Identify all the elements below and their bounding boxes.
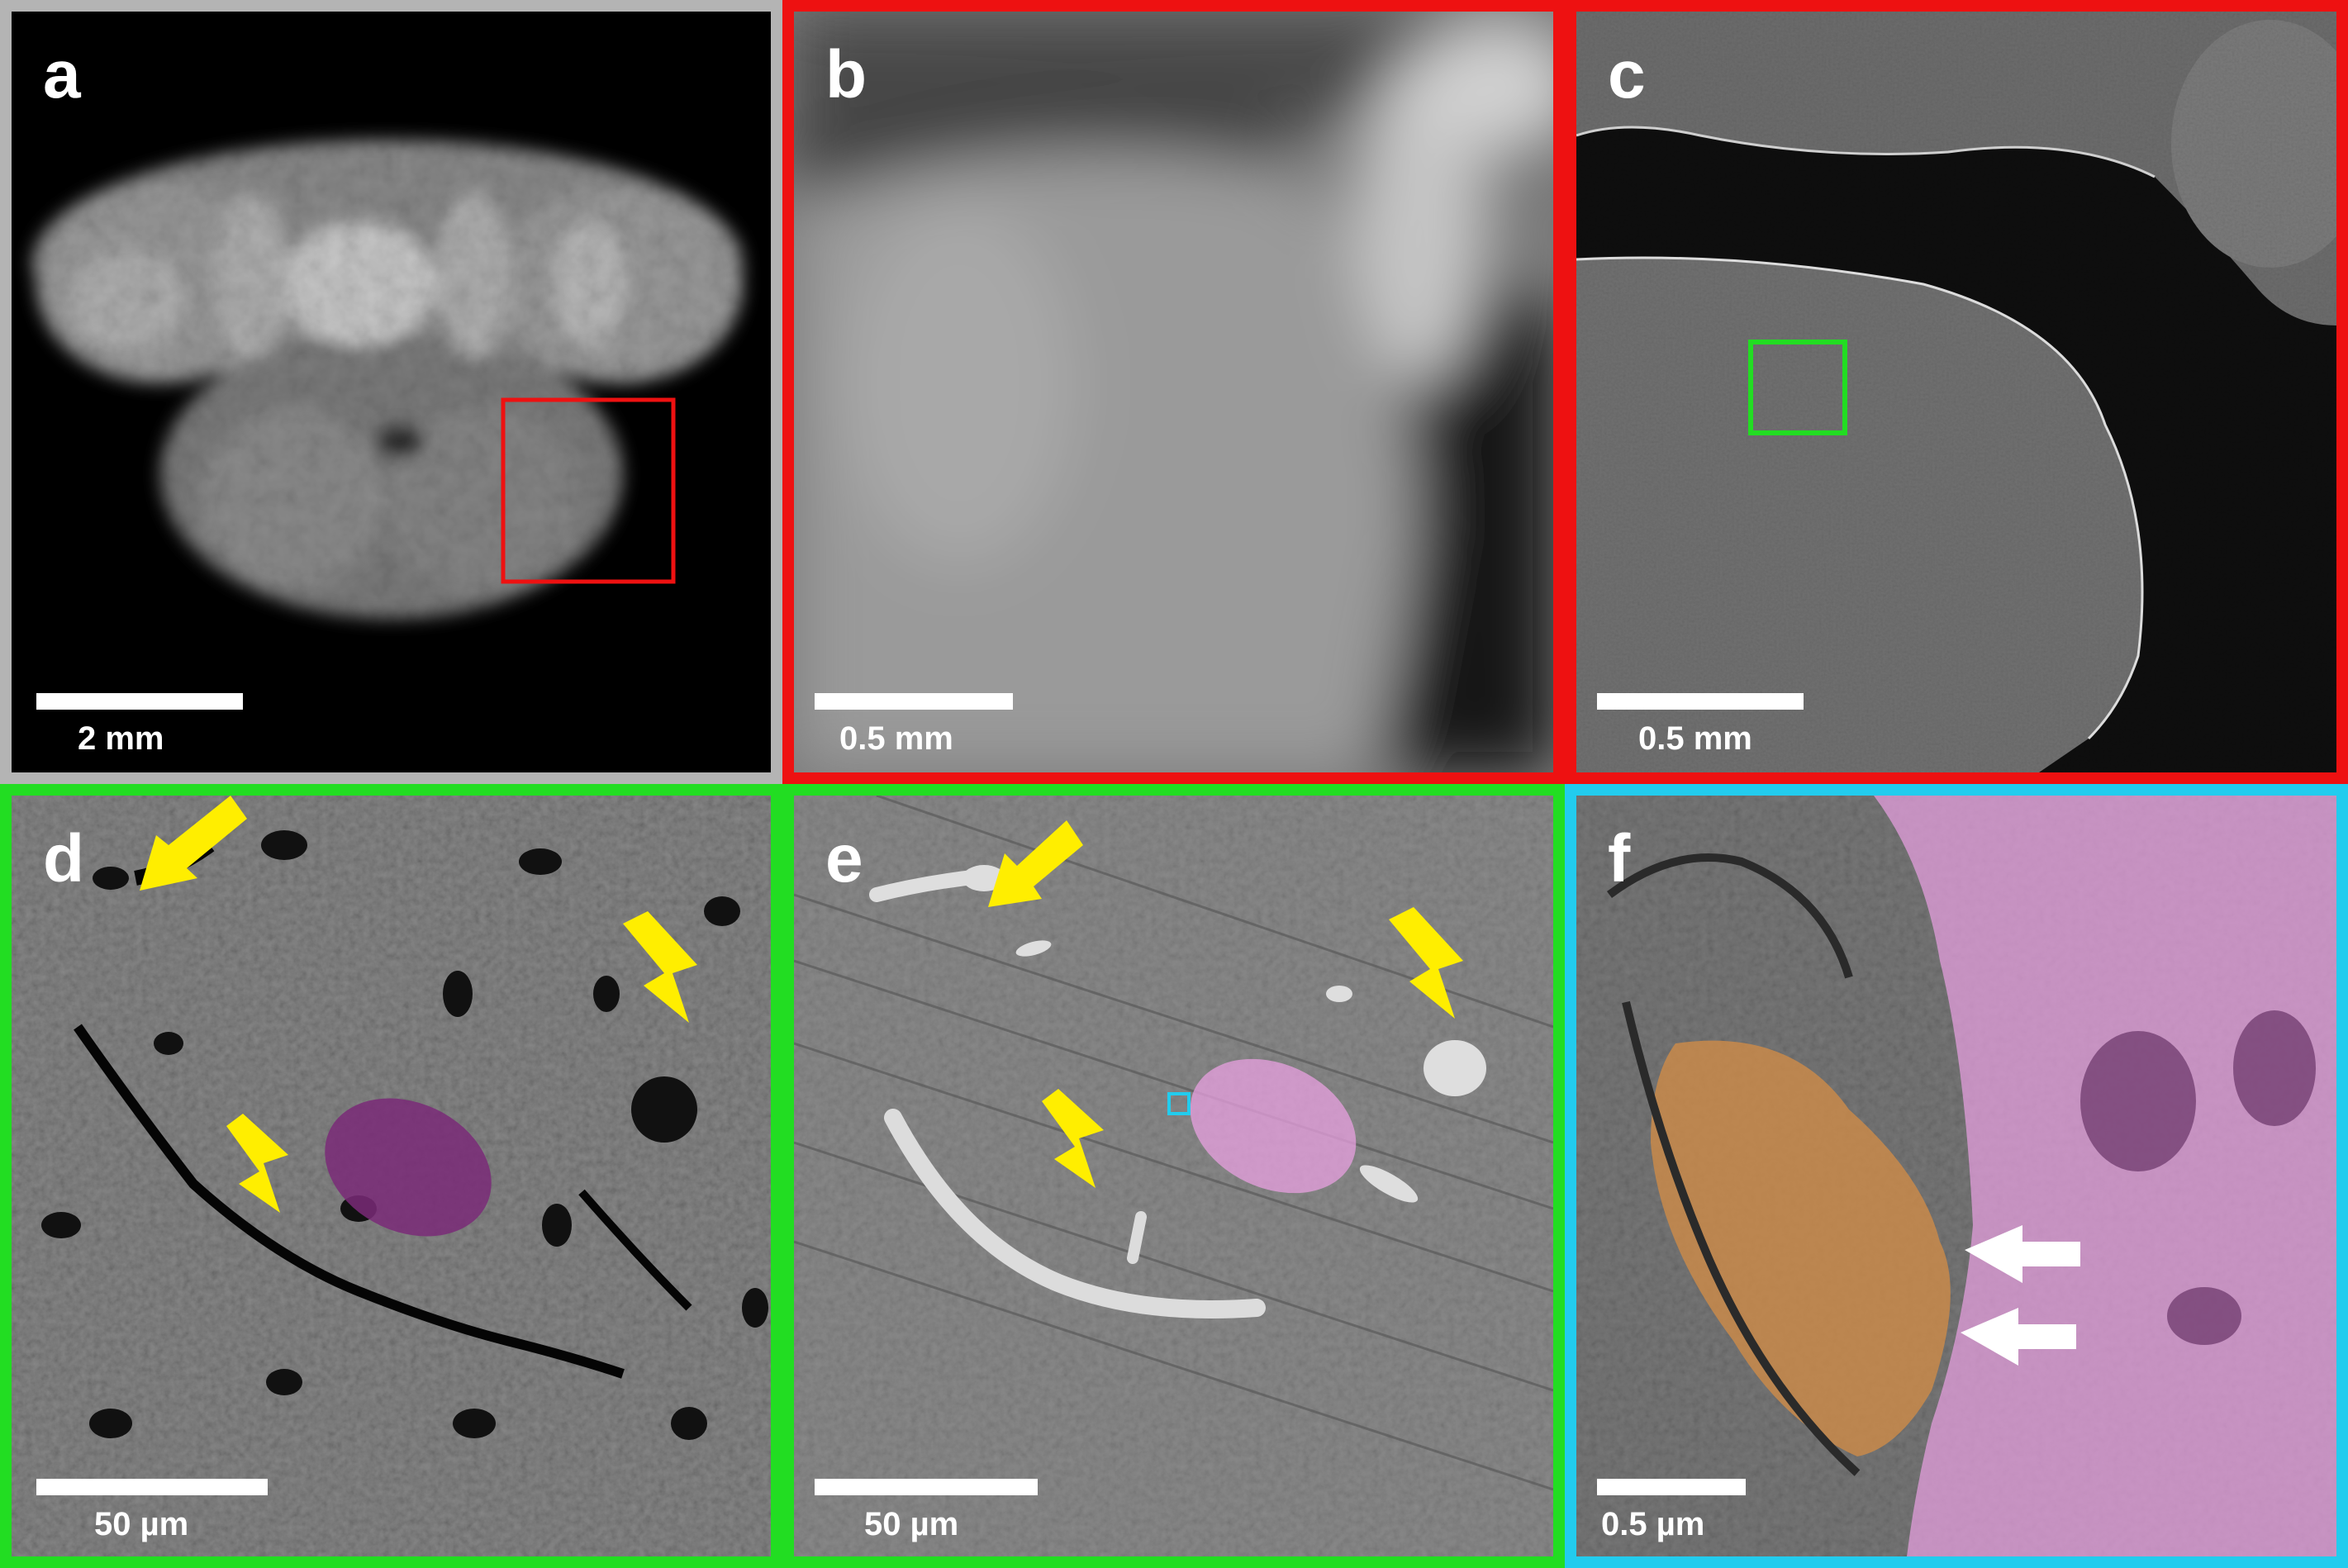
panel-b-scale-bar (815, 693, 1013, 710)
panel-f: f 0.5 µm (1565, 784, 2348, 1568)
panel-b-label: b (825, 37, 867, 112)
panel-a-label: a (43, 37, 81, 112)
panel-c-scale-bar (1597, 693, 1804, 710)
panel-d-scale-text: 50 µm (94, 1506, 189, 1542)
panel-b: b 0.5 mm (782, 0, 1565, 784)
panel-a: a 2 mm (0, 0, 782, 784)
panel-c: c 0.5 mm (1565, 0, 2348, 784)
panel-d-scale-bar (36, 1479, 268, 1495)
panel-e-scale-bar (815, 1479, 1038, 1495)
em-overview-image (1576, 12, 2336, 772)
sem-synapse-image (1576, 796, 2336, 1556)
panel-e: e 50 µm (782, 784, 1565, 1568)
panel-f-scale-bar (1597, 1479, 1746, 1495)
sem-tissue-image (794, 796, 1553, 1556)
panel-a-scale-text: 2 mm (78, 720, 164, 757)
panel-e-label: e (825, 821, 863, 896)
panel-d-label: d (43, 821, 85, 896)
xray-tomography-image (12, 796, 771, 1556)
panel-b-scale-text: 0.5 mm (839, 720, 953, 757)
panel-f-label: f (1608, 821, 1631, 896)
panel-a-scale-bar (36, 693, 243, 710)
panel-c-label: c (1608, 37, 1646, 112)
mri-brain-image (12, 12, 771, 772)
mri-zoom-image (794, 12, 1553, 772)
panel-f-scale-text: 0.5 µm (1601, 1506, 1705, 1542)
panel-d: d 50 µm (0, 784, 782, 1568)
panel-c-scale-text: 0.5 mm (1638, 720, 1752, 757)
panel-e-scale-text: 50 µm (864, 1506, 959, 1542)
